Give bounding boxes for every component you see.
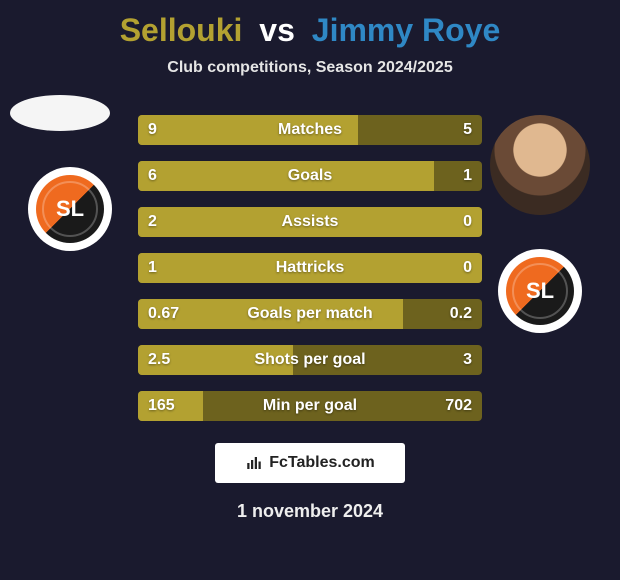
- stat-bar-row: Goals61: [138, 161, 482, 191]
- stat-bar-value-right: 5: [463, 115, 472, 145]
- stat-bar-fill-left: [138, 115, 358, 145]
- stat-bars: Matches95 Goals61 Assists20 Hattricks10 Goal…: [138, 115, 482, 437]
- stat-bar-row: Hattricks10: [138, 253, 482, 283]
- comparison-title: Sellouki vs Jimmy Roye: [0, 0, 620, 49]
- comparison-stage: SL SL Matches95 Goals61 Assists20 Hattricks…: [0, 95, 620, 425]
- club-badge-text: SL: [506, 257, 574, 325]
- vs-text: vs: [259, 12, 295, 48]
- subtitle: Club competitions, Season 2024/2025: [0, 59, 620, 77]
- branding-text: FcTables.com: [269, 454, 375, 472]
- player1-avatar: [10, 95, 110, 131]
- player2-club-badge: SL: [498, 249, 582, 333]
- chart-icon: [245, 454, 263, 472]
- branding-badge: FcTables.com: [215, 443, 405, 483]
- club-badge-text: SL: [36, 175, 104, 243]
- stat-bar-fill-left: [138, 299, 403, 329]
- stat-bar-row: Matches95: [138, 115, 482, 145]
- player2-face: [490, 115, 590, 215]
- player2-name: Jimmy Roye: [312, 12, 501, 48]
- stat-bar-row: Min per goal165702: [138, 391, 482, 421]
- stat-bar-value-right: 3: [463, 345, 472, 375]
- stat-bar-fill-left: [138, 207, 482, 237]
- footer-date: 1 november 2024: [0, 501, 620, 522]
- stat-bar-value-right: 0.2: [450, 299, 472, 329]
- stat-bar-fill-left: [138, 253, 482, 283]
- stat-bar-value-right: 1: [463, 161, 472, 191]
- stat-bar-fill-left: [138, 391, 203, 421]
- stat-bar-fill-left: [138, 345, 293, 375]
- player1-name: Sellouki: [120, 12, 243, 48]
- stat-bar-fill-left: [138, 161, 434, 191]
- stat-bar-value-right: 702: [445, 391, 472, 421]
- stat-bar-row: Goals per match0.670.2: [138, 299, 482, 329]
- stat-bar-row: Assists20: [138, 207, 482, 237]
- stat-bar-row: Shots per goal2.53: [138, 345, 482, 375]
- player2-avatar: [490, 115, 590, 215]
- player1-club-badge: SL: [28, 167, 112, 251]
